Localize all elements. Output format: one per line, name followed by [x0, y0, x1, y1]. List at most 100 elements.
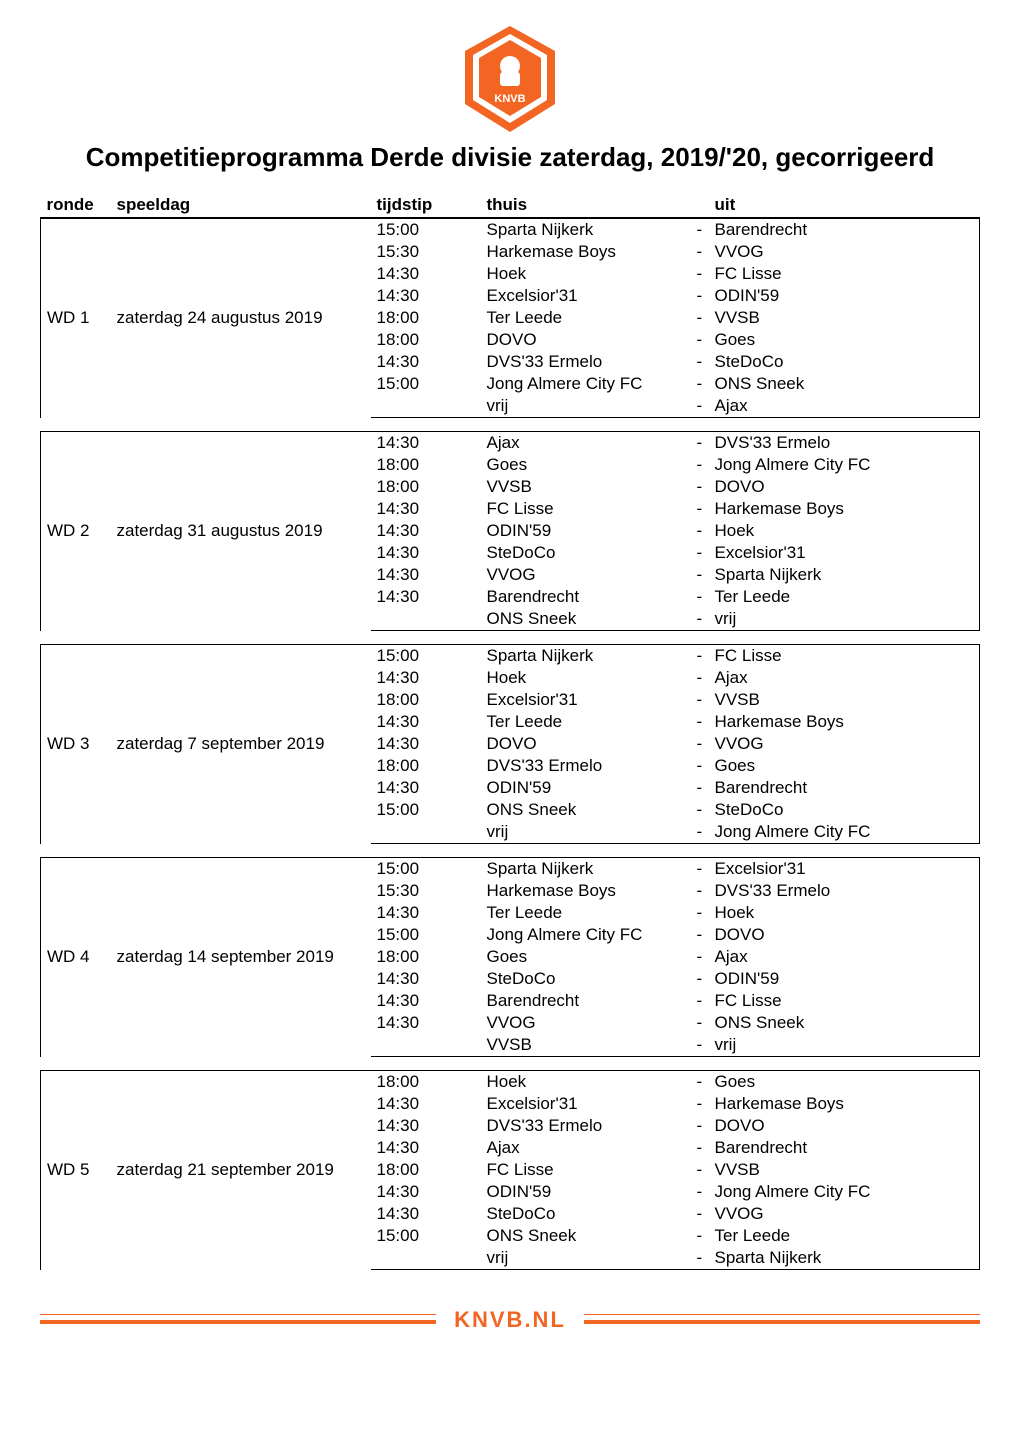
col-header-ronde: ronde [41, 191, 111, 218]
fixture-away: Jong Almere City FC [709, 1181, 980, 1203]
fixture-time: 15:00 [371, 1225, 481, 1247]
round-spacer [41, 631, 980, 645]
fixture-away: Barendrecht [709, 218, 980, 241]
fixture-away: ODIN'59 [709, 968, 980, 990]
fixture-away: DVS'33 Ermelo [709, 432, 980, 455]
fixture-separator: - [691, 858, 709, 881]
fixture-separator: - [691, 1181, 709, 1203]
round-date: zaterdag 31 augustus 2019 [111, 432, 371, 631]
fixture-away: Harkemase Boys [709, 498, 980, 520]
fixture-time: 14:30 [371, 520, 481, 542]
fixture-separator: - [691, 520, 709, 542]
round-id: WD 3 [41, 645, 111, 844]
fixture-separator: - [691, 263, 709, 285]
fixture-away: VVSB [709, 307, 980, 329]
fixture-separator: - [691, 329, 709, 351]
fixture-separator: - [691, 1115, 709, 1137]
fixture-time: 18:00 [371, 755, 481, 777]
fixture-home: VVSB [481, 1034, 691, 1057]
fixture-separator: - [691, 432, 709, 455]
round-date: zaterdag 14 september 2019 [111, 858, 371, 1057]
fixture-time [371, 1247, 481, 1270]
fixture-home: VVSB [481, 476, 691, 498]
fixture-separator: - [691, 586, 709, 608]
fixture-home: Ter Leede [481, 902, 691, 924]
fixture-home: vrij [481, 395, 691, 418]
fixture-away: Hoek [709, 520, 980, 542]
fixture-separator: - [691, 1071, 709, 1094]
fixture-home: DVS'33 Ermelo [481, 351, 691, 373]
fixture-time: 15:00 [371, 858, 481, 881]
fixture-time: 15:00 [371, 373, 481, 395]
fixture-away: Ajax [709, 667, 980, 689]
fixture-time: 18:00 [371, 1159, 481, 1181]
knvb-logo-icon: KNVB [460, 24, 560, 134]
round-spacer [41, 1057, 980, 1071]
round-date: zaterdag 24 augustus 2019 [111, 218, 371, 418]
fixture-away: Jong Almere City FC [709, 821, 980, 844]
fixture-time: 14:30 [371, 542, 481, 564]
fixture-home: SteDoCo [481, 1203, 691, 1225]
fixture-away: ONS Sneek [709, 373, 980, 395]
fixture-separator: - [691, 924, 709, 946]
fixture-time: 14:30 [371, 498, 481, 520]
fixture-row: WD 1zaterdag 24 augustus 201915:00Sparta… [41, 218, 980, 241]
fixture-away: VVOG [709, 733, 980, 755]
fixture-row: WD 5zaterdag 21 september 201918:00Hoek-… [41, 1071, 980, 1094]
fixture-separator: - [691, 395, 709, 418]
col-header-uit: uit [709, 191, 980, 218]
fixture-separator: - [691, 476, 709, 498]
fixture-away: Harkemase Boys [709, 1093, 980, 1115]
fixture-home: VVOG [481, 1012, 691, 1034]
fixture-time [371, 821, 481, 844]
fixture-separator: - [691, 1203, 709, 1225]
fixture-time: 14:30 [371, 902, 481, 924]
fixture-separator: - [691, 351, 709, 373]
fixture-away: Harkemase Boys [709, 711, 980, 733]
fixture-separator: - [691, 1225, 709, 1247]
fixture-away: Barendrecht [709, 1137, 980, 1159]
col-header-speeldag: speeldag [111, 191, 371, 218]
fixture-separator: - [691, 608, 709, 631]
fixture-time: 14:30 [371, 1012, 481, 1034]
fixture-home: Jong Almere City FC [481, 924, 691, 946]
page-title: Competitieprogramma Derde divisie zaterd… [40, 142, 980, 173]
fixture-away: SteDoCo [709, 799, 980, 821]
fixture-time: 15:30 [371, 880, 481, 902]
fixture-separator: - [691, 821, 709, 844]
fixture-time: 14:30 [371, 733, 481, 755]
fixture-separator: - [691, 711, 709, 733]
fixture-separator: - [691, 1137, 709, 1159]
fixture-away: FC Lisse [709, 990, 980, 1012]
fixture-time: 15:00 [371, 218, 481, 241]
page: KNVB Competitieprogramma Derde divisie z… [0, 0, 1020, 1340]
fixture-home: Harkemase Boys [481, 241, 691, 263]
fixture-home: Hoek [481, 667, 691, 689]
fixture-separator: - [691, 1012, 709, 1034]
fixture-time: 15:00 [371, 799, 481, 821]
fixture-time: 18:00 [371, 946, 481, 968]
fixture-away: FC Lisse [709, 263, 980, 285]
fixture-home: Goes [481, 946, 691, 968]
fixture-time: 14:30 [371, 1181, 481, 1203]
fixture-home: vrij [481, 1247, 691, 1270]
fixture-away: DOVO [709, 1115, 980, 1137]
fixture-home: ODIN'59 [481, 1181, 691, 1203]
fixture-separator: - [691, 564, 709, 586]
fixture-separator: - [691, 373, 709, 395]
fixture-time: 14:30 [371, 285, 481, 307]
fixture-away: ODIN'59 [709, 285, 980, 307]
table-header-row: ronde speeldag tijdstip thuis uit [41, 191, 980, 218]
round-id: WD 5 [41, 1071, 111, 1270]
fixture-away: DOVO [709, 476, 980, 498]
fixture-time: 14:30 [371, 1115, 481, 1137]
fixture-separator: - [691, 902, 709, 924]
fixture-home: Ajax [481, 1137, 691, 1159]
col-header-tijdstip: tijdstip [371, 191, 481, 218]
fixture-time: 18:00 [371, 329, 481, 351]
fixture-home: ODIN'59 [481, 520, 691, 542]
fixture-home: Excelsior'31 [481, 689, 691, 711]
fixture-separator: - [691, 946, 709, 968]
fixture-time [371, 608, 481, 631]
fixture-separator: - [691, 498, 709, 520]
